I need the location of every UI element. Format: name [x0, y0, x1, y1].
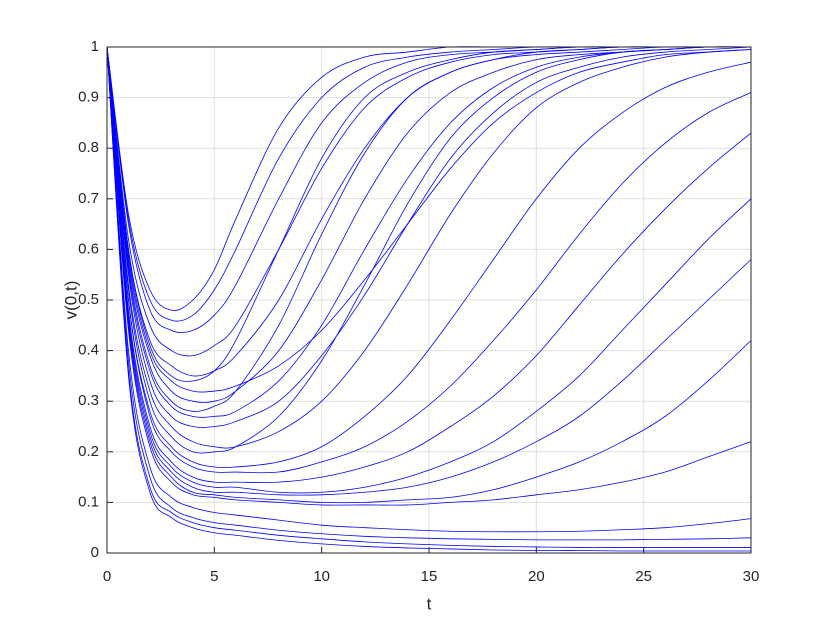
x-tick-label: 20 [528, 568, 545, 585]
curve [106, 46, 752, 541]
curve [106, 46, 752, 494]
curve [106, 46, 752, 454]
curve [106, 46, 752, 533]
curve [106, 46, 751, 548]
curve [106, 46, 752, 496]
curve [106, 46, 751, 552]
curve [106, 46, 752, 506]
curve [106, 46, 752, 449]
y-tick-label: 0.2 [78, 443, 99, 460]
axes-box [106, 46, 752, 554]
y-tick-label: 0.5 [78, 291, 99, 308]
curve [106, 46, 752, 483]
y-tick-label: 0 [91, 544, 99, 561]
x-axis-label: t [427, 594, 432, 613]
curve [106, 46, 752, 393]
y-axis-label: v(0,t) [61, 281, 80, 320]
x-tick-label: 15 [421, 568, 438, 585]
y-tick-label: 0.9 [78, 89, 99, 106]
y-tick-label: 0.6 [78, 240, 99, 257]
curve [106, 46, 752, 474]
x-tick-label: 0 [103, 568, 111, 585]
x-tick-label: 30 [743, 568, 760, 585]
y-tick-label: 0.7 [78, 190, 99, 207]
y-tick-label: 0.8 [78, 139, 99, 156]
curve [106, 46, 752, 504]
x-tick-label: 10 [313, 568, 330, 585]
curve [106, 46, 751, 377]
y-tick-label: 0.1 [78, 493, 99, 510]
curve [106, 46, 752, 469]
y-tick-label: 0.4 [78, 342, 99, 359]
curve [106, 46, 752, 428]
y-tick-label: 1 [91, 38, 99, 55]
x-tick-label: 5 [210, 568, 218, 585]
y-tick-label: 0.3 [78, 392, 99, 409]
x-tick-label: 25 [635, 568, 652, 585]
